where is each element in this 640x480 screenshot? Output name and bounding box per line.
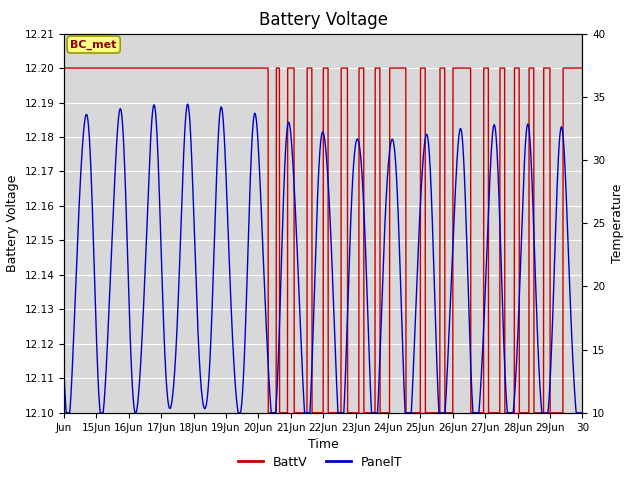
Title: Battery Voltage: Battery Voltage [259,11,388,29]
PanelT [184,101,191,107]
Line: PanelT: PanelT [64,104,582,413]
Text: BC_met: BC_met [70,39,117,49]
BattV [264,410,272,416]
BattV [447,410,455,416]
BattV [60,65,68,71]
BattV [486,410,494,416]
Legend: BattV, PanelT: BattV, PanelT [232,451,408,474]
PanelT [579,410,586,416]
PanelT [397,305,405,311]
PanelT [259,231,266,237]
PanelT [371,410,379,416]
BattV [154,65,162,71]
BattV [258,65,266,71]
PanelT [486,165,494,170]
Line: BattV: BattV [64,68,582,413]
PanelT [154,161,162,167]
BattV [371,410,379,416]
PanelT [63,410,70,416]
Y-axis label: Battery Voltage: Battery Voltage [6,175,19,272]
BattV [579,65,586,71]
Y-axis label: Temperature: Temperature [611,183,624,263]
PanelT [60,369,68,374]
X-axis label: Time: Time [308,438,339,451]
BattV [397,65,405,71]
PanelT [447,285,455,290]
